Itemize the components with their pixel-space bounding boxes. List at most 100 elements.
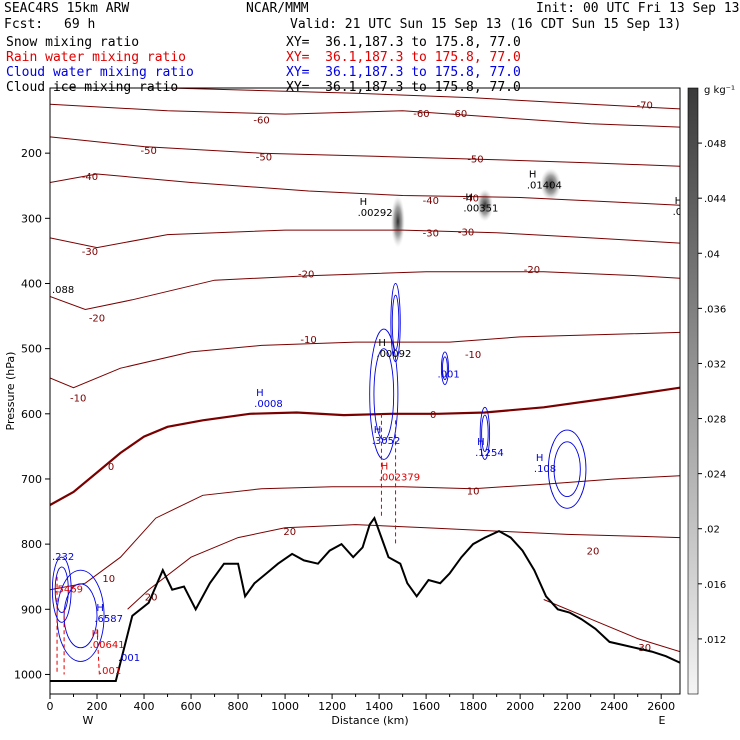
temp-contour--10 (50, 331, 680, 389)
x-right-endpoint: E (659, 714, 666, 727)
temp-contour-label--40-0: -40 (82, 172, 98, 183)
y-tick-label-600: 600 (21, 408, 42, 421)
temp-contour-label-0-1: 0 (108, 462, 114, 473)
cloud-water-contour-5-1.0 (56, 569, 105, 662)
x-tick-label-2400: 2400 (600, 700, 628, 713)
colorbar-tick-label-2: .04 (704, 249, 720, 260)
colorbar-tick-label-5: .028 (704, 415, 726, 426)
valid-time: Valid: 21 UTC Sun 15 Sep 13 (16 CDT Sun … (290, 17, 682, 32)
temp-contour-20 (127, 524, 680, 610)
cloud-water-contour-4-1.0 (547, 429, 587, 509)
cloud-water-contour-5-0.7 (63, 583, 98, 649)
max-marker-5: H (378, 338, 386, 349)
y-tick-label-800: 800 (21, 538, 42, 551)
max-value-7: .0008 (254, 399, 283, 410)
x-tick-label-1400: 1400 (365, 700, 393, 713)
y-tick-label-200: 200 (21, 147, 42, 160)
field-cloudwater-name: Cloud water mixing ratio (6, 65, 194, 80)
max-value-14: .6587 (94, 614, 123, 625)
cloud-water-contour-2-0.7 (442, 356, 448, 381)
cloud-ice-shade-2 (540, 168, 562, 201)
temp-contour-label--60-1: -60 (413, 109, 429, 120)
cloud-water-contour-6-0.7 (54, 566, 69, 613)
y-tick-label-1000: 1000 (14, 668, 42, 681)
temp-contour-label--30-0: -30 (82, 247, 98, 258)
temp-contour-label--70-0: -70 (637, 100, 653, 111)
org-name: NCAR/MMM (246, 1, 309, 16)
max-marker-9: H (477, 437, 485, 448)
model-name: SEAC4RS 15km ARW (4, 1, 130, 16)
y-tick-label-300: 300 (21, 212, 42, 225)
temp-contour-0 (50, 386, 680, 506)
max-value-1: .00351 (463, 204, 498, 215)
max-value-15: .00641 (90, 640, 125, 651)
x-tick-label-0: 0 (47, 700, 54, 713)
temp-contour-label--30-2: -30 (458, 227, 474, 238)
x-tick-label-1800: 1800 (459, 700, 487, 713)
field-snow-xy: XY= 36.1,187.3 to 175.8, 77.0 (286, 35, 521, 50)
max-marker-8: H (374, 425, 382, 436)
temp-contour--20 (50, 271, 680, 311)
temp-contour-label--10-0: -10 (70, 394, 86, 405)
cloud-water-contour-4-0.7 (553, 441, 581, 498)
temp-contour-label--10-2: -10 (465, 350, 481, 361)
max-marker-2: H (529, 170, 537, 181)
temp-contour--30 (50, 229, 680, 249)
cloud-water-contour-1-0.7 (391, 294, 400, 351)
temp-contour-label--30-1: -30 (423, 229, 439, 240)
temp-contour-label--10-1: -10 (300, 335, 316, 346)
max-value-16: .001 (118, 653, 140, 664)
temp-contour--70 (150, 88, 680, 110)
max-value-17: .001 (99, 666, 121, 677)
x-tick-label-600: 600 (181, 700, 202, 713)
max-marker-15: H (92, 629, 100, 640)
colorbar-tick-label-6: .024 (704, 470, 726, 481)
temp-contour-label--50-1: -50 (256, 152, 272, 163)
max-marker-14: H (96, 603, 104, 614)
cloud-water-contour-3-1.0 (479, 406, 491, 460)
temp-contour-30 (543, 599, 680, 653)
temp-contour-label-30-0: 30 (638, 643, 651, 654)
init-time: Init: 00 UTC Fri 13 Sep 13 (536, 1, 740, 16)
colorbar-unit: g kg⁻¹ (704, 85, 735, 96)
x-tick-label-800: 800 (228, 700, 249, 713)
forecast-label: Fcst: (4, 17, 44, 32)
max-marker-7: H (256, 388, 264, 399)
forecast-hour: 69 h (64, 17, 96, 32)
temp-contour-label--60-2: -60 (451, 109, 467, 120)
max-marker-10: H (536, 453, 544, 464)
field-rain-name: Rain water mixing ratio (6, 50, 187, 65)
cloud-water-contour-3-0.7 (481, 414, 489, 453)
temp-contour-label--20-1: -20 (298, 270, 314, 281)
temp-contour--50 (50, 136, 680, 167)
cloud-water-contour-2-1.0 (440, 351, 449, 385)
x-tick-label-2600: 2600 (647, 700, 675, 713)
temp-contour-label-0-0: 0 (430, 410, 436, 421)
cloud-ice-shade-0 (390, 195, 405, 248)
temp-contour-label-10-0: 10 (467, 487, 480, 498)
max-value-9: .1254 (475, 448, 504, 459)
max-value-4: .088 (52, 285, 74, 296)
colorbar-tick-label-9: .012 (704, 635, 726, 646)
plot-frame (49, 87, 681, 695)
field-rain-xy: XY= 36.1,187.3 to 175.8, 77.0 (286, 50, 521, 65)
colorbar-tick-label-8: .016 (704, 580, 726, 591)
x-tick-label-200: 200 (87, 700, 108, 713)
colorbar-tick-label-4: .032 (704, 359, 726, 370)
temp-contour-label--40-1: -40 (423, 196, 439, 207)
x-tick-label-2200: 2200 (553, 700, 581, 713)
colorbar-tick-label-7: .02 (704, 525, 720, 536)
x-tick-label-2000: 2000 (506, 700, 534, 713)
rain-water-contour-4 (96, 628, 100, 675)
max-marker-1: H (465, 193, 473, 204)
x-axis-title: Distance (km) (331, 714, 408, 727)
temp-contour-label--60-0: -60 (253, 115, 269, 126)
x-tick-label-400: 400 (134, 700, 155, 713)
temp-contour-label--50-0: -50 (141, 146, 157, 157)
max-value-11: .002379 (379, 473, 420, 484)
cloud-water-contour-0-1.0 (369, 328, 399, 460)
max-value-3: .00 (673, 207, 689, 218)
cloud-water-contour-0-0.7 (373, 348, 395, 441)
max-value-8: .3052 (372, 436, 401, 447)
